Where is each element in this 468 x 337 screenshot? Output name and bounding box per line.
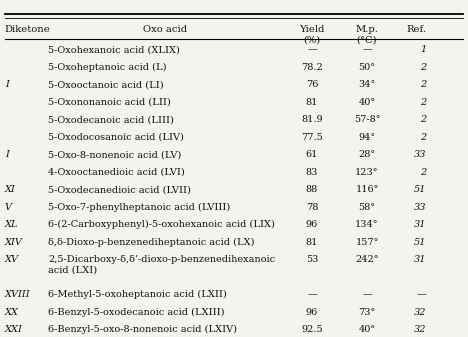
Text: 5-Oxodecanedioic acid (LVII): 5-Oxodecanedioic acid (LVII) [48, 185, 191, 194]
Text: 96: 96 [306, 308, 318, 317]
Text: 2: 2 [420, 63, 427, 72]
Text: Ref.: Ref. [407, 25, 427, 34]
Text: 157°: 157° [355, 238, 379, 247]
Text: 78: 78 [306, 203, 318, 212]
Text: 61: 61 [306, 150, 318, 159]
Text: 2: 2 [420, 133, 427, 142]
Text: 6-(2-Carboxyphenyl)-5-oxohexanoic acid (LIX): 6-(2-Carboxyphenyl)-5-oxohexanoic acid (… [48, 220, 275, 229]
Text: 5-Oxodocosanoic acid (LIV): 5-Oxodocosanoic acid (LIV) [48, 133, 184, 142]
Text: 2,5-Dicarboxy-δ,δ’-dioxo-p-benzenedihexanoic
acid (LXI): 2,5-Dicarboxy-δ,δ’-dioxo-p-benzenedihexa… [48, 255, 275, 275]
Text: 5-Oxodecanoic acid (LIII): 5-Oxodecanoic acid (LIII) [48, 115, 174, 124]
Text: 5-Oxoheptanoic acid (L): 5-Oxoheptanoic acid (L) [48, 63, 167, 72]
Text: 31: 31 [414, 255, 427, 264]
Text: XVIII: XVIII [5, 290, 30, 299]
Text: —: — [362, 290, 372, 299]
Text: 81: 81 [306, 238, 318, 247]
Text: 6-Benzyl-5-oxo-8-nonenoic acid (LXIV): 6-Benzyl-5-oxo-8-nonenoic acid (LXIV) [48, 326, 237, 335]
Text: 40°: 40° [358, 98, 375, 107]
Text: 32: 32 [414, 308, 427, 317]
Text: 50°: 50° [358, 63, 375, 72]
Text: 116°: 116° [355, 185, 379, 194]
Text: 83: 83 [306, 168, 318, 177]
Text: 76: 76 [306, 80, 318, 89]
Text: 5-Oxo-8-nonenoic acid (LV): 5-Oxo-8-nonenoic acid (LV) [48, 150, 182, 159]
Text: XIV: XIV [5, 238, 22, 247]
Text: δ,δ-Dioxo-p-benzenediheptanoic acid (LX): δ,δ-Dioxo-p-benzenediheptanoic acid (LX) [48, 238, 255, 247]
Text: 1: 1 [420, 45, 427, 54]
Text: V: V [5, 203, 12, 212]
Text: 31: 31 [414, 220, 427, 229]
Text: 2: 2 [420, 115, 427, 124]
Text: 34°: 34° [358, 80, 376, 89]
Text: Yield
(%): Yield (%) [299, 25, 325, 44]
Text: 5-Oxooctanoic acid (LI): 5-Oxooctanoic acid (LI) [48, 80, 164, 89]
Text: I: I [5, 150, 8, 159]
Text: —: — [307, 45, 317, 54]
Text: 123°: 123° [355, 168, 379, 177]
Text: XI: XI [5, 185, 15, 194]
Text: Diketone: Diketone [5, 25, 51, 34]
Text: 94°: 94° [358, 133, 375, 142]
Text: 4-Oxooctanedioic acid (LVI): 4-Oxooctanedioic acid (LVI) [48, 168, 185, 177]
Text: I: I [5, 80, 8, 89]
Text: 81: 81 [306, 98, 318, 107]
Text: 73°: 73° [358, 308, 376, 317]
Text: 2: 2 [420, 80, 427, 89]
Text: 28°: 28° [358, 150, 375, 159]
Text: 5-Oxohexanoic acid (XLIX): 5-Oxohexanoic acid (XLIX) [48, 45, 180, 54]
Text: —: — [307, 290, 317, 299]
Text: M.p.
(°C): M.p. (°C) [356, 25, 379, 44]
Text: 5-Oxo-7-phenylheptanoic acid (LVIII): 5-Oxo-7-phenylheptanoic acid (LVIII) [48, 203, 231, 212]
Text: —: — [417, 290, 427, 299]
Text: 2: 2 [420, 168, 427, 177]
Text: 92.5: 92.5 [301, 326, 323, 334]
Text: 51: 51 [414, 238, 427, 247]
Text: 2: 2 [420, 98, 427, 107]
Text: 33: 33 [414, 203, 427, 212]
Text: 51: 51 [414, 185, 427, 194]
Text: XX: XX [5, 308, 19, 317]
Text: XXI: XXI [5, 326, 22, 334]
Text: 242°: 242° [355, 255, 379, 264]
Text: Oxo acid: Oxo acid [143, 25, 187, 34]
Text: 6-Benzyl-5-oxodecanoic acid (LXIII): 6-Benzyl-5-oxodecanoic acid (LXIII) [48, 308, 225, 317]
Text: 53: 53 [306, 255, 318, 264]
Text: XL: XL [5, 220, 18, 229]
Text: 81.9: 81.9 [301, 115, 323, 124]
Text: 33: 33 [414, 150, 427, 159]
Text: 134°: 134° [355, 220, 379, 229]
Text: 32: 32 [414, 326, 427, 334]
Text: 57-8°: 57-8° [354, 115, 380, 124]
Text: 88: 88 [306, 185, 318, 194]
Text: 5-Oxononanoic acid (LII): 5-Oxononanoic acid (LII) [48, 98, 171, 107]
Text: 58°: 58° [358, 203, 375, 212]
Text: —: — [362, 45, 372, 54]
Text: 40°: 40° [358, 326, 375, 334]
Text: 77.5: 77.5 [301, 133, 323, 142]
Text: 78.2: 78.2 [301, 63, 323, 72]
Text: 6-Methyl-5-oxoheptanoic acid (LXII): 6-Methyl-5-oxoheptanoic acid (LXII) [48, 290, 227, 300]
Text: 96: 96 [306, 220, 318, 229]
Text: XV: XV [5, 255, 19, 264]
